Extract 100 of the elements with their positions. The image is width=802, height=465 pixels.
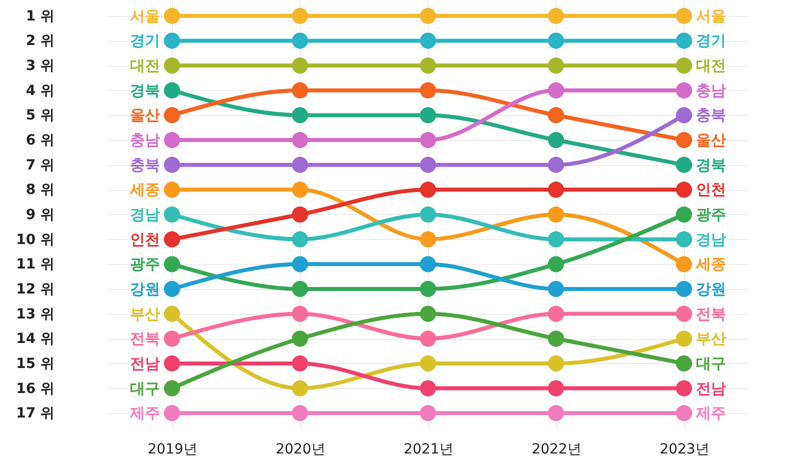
point bbox=[292, 32, 308, 49]
point bbox=[676, 306, 692, 322]
series-label: 서울 bbox=[130, 6, 160, 25]
point bbox=[164, 156, 180, 173]
point bbox=[420, 107, 436, 124]
point bbox=[420, 280, 436, 298]
point bbox=[548, 405, 564, 422]
point bbox=[292, 355, 308, 372]
point bbox=[164, 8, 180, 24]
point bbox=[676, 107, 692, 124]
y-tick-label: 4 위 bbox=[26, 82, 54, 99]
series-label: 광주 bbox=[130, 255, 160, 274]
text: 광주 bbox=[696, 206, 726, 224]
point bbox=[548, 306, 564, 322]
point bbox=[676, 32, 692, 49]
series-label: 전남 bbox=[130, 354, 160, 372]
point bbox=[420, 405, 436, 422]
point bbox=[548, 82, 564, 98]
y-tick-label: 12 위 bbox=[16, 281, 54, 298]
text: 제주 bbox=[696, 404, 726, 422]
point bbox=[676, 182, 692, 198]
x-tick-label: 2023년 bbox=[660, 442, 710, 458]
point bbox=[548, 32, 564, 49]
text: 강원 bbox=[696, 280, 726, 298]
point bbox=[292, 132, 308, 148]
point bbox=[292, 206, 308, 223]
point bbox=[292, 156, 308, 173]
y-tick-label: 13 위 bbox=[16, 306, 54, 322]
point bbox=[164, 82, 180, 98]
y-tick-label: 17 위 bbox=[16, 406, 54, 422]
point bbox=[164, 355, 180, 372]
point bbox=[676, 206, 692, 223]
point bbox=[420, 132, 436, 148]
series-label: 부산 bbox=[130, 304, 160, 323]
point bbox=[548, 58, 564, 74]
point bbox=[548, 8, 564, 24]
point bbox=[420, 82, 436, 98]
point bbox=[420, 32, 436, 49]
y-tick-label: 3 위 bbox=[26, 58, 54, 74]
point bbox=[420, 156, 436, 173]
series-label: 세종 bbox=[129, 180, 160, 199]
point bbox=[164, 330, 180, 347]
y-tick-label: 16 위 bbox=[16, 380, 54, 397]
y-tick-label: 2 위 bbox=[26, 33, 54, 50]
point bbox=[676, 256, 692, 272]
point bbox=[548, 256, 564, 272]
y-tick-label: 10 위 bbox=[16, 232, 54, 248]
point bbox=[292, 8, 308, 24]
point bbox=[548, 206, 564, 223]
text: 울산 bbox=[696, 131, 726, 150]
point bbox=[676, 330, 692, 347]
point bbox=[548, 231, 564, 248]
point bbox=[292, 405, 308, 422]
point bbox=[548, 280, 564, 298]
point bbox=[676, 8, 692, 24]
point bbox=[292, 58, 308, 74]
point bbox=[676, 280, 692, 298]
series-label: 대구 bbox=[130, 379, 160, 398]
point bbox=[420, 306, 436, 322]
series-label: 경북 bbox=[130, 81, 160, 100]
point bbox=[548, 132, 564, 148]
y-tick-label: 6 위 bbox=[26, 132, 54, 149]
text: 경북 bbox=[696, 156, 726, 174]
series-label: 충남 bbox=[130, 131, 160, 150]
point bbox=[292, 231, 308, 248]
point bbox=[292, 306, 308, 322]
point bbox=[292, 256, 308, 272]
point bbox=[548, 330, 564, 347]
series-label: 울산 bbox=[130, 106, 160, 124]
point bbox=[548, 380, 564, 396]
point bbox=[164, 107, 180, 124]
point bbox=[676, 82, 692, 98]
point bbox=[420, 380, 436, 396]
point bbox=[292, 280, 308, 298]
point bbox=[548, 107, 564, 124]
point bbox=[676, 132, 692, 148]
point bbox=[420, 58, 436, 74]
x-tick-label: 2022년 bbox=[532, 442, 582, 458]
point bbox=[164, 206, 180, 223]
y-tick-label: 14 위 bbox=[16, 331, 54, 348]
series-label: 대전 bbox=[130, 56, 160, 75]
series-label: 충북 bbox=[130, 156, 160, 174]
point bbox=[548, 355, 564, 372]
point bbox=[164, 132, 180, 148]
text: 충북 bbox=[696, 106, 726, 124]
series-label: 경남 bbox=[130, 206, 160, 224]
x-tick-label: 2020년 bbox=[276, 442, 326, 458]
text: 전남 bbox=[696, 379, 726, 398]
text: 경기 bbox=[696, 32, 726, 50]
point bbox=[420, 256, 436, 272]
point bbox=[164, 380, 180, 396]
y-tick-label: 1 위 bbox=[26, 8, 54, 24]
point bbox=[420, 355, 436, 372]
series-label: 제주 bbox=[129, 404, 160, 422]
text: 서울 bbox=[696, 6, 726, 25]
text: 인천 bbox=[696, 180, 726, 199]
point bbox=[292, 380, 308, 396]
y-tick-label: 9 위 bbox=[26, 207, 54, 223]
y-tick-label: 11 위 bbox=[16, 256, 54, 273]
point bbox=[164, 58, 180, 74]
